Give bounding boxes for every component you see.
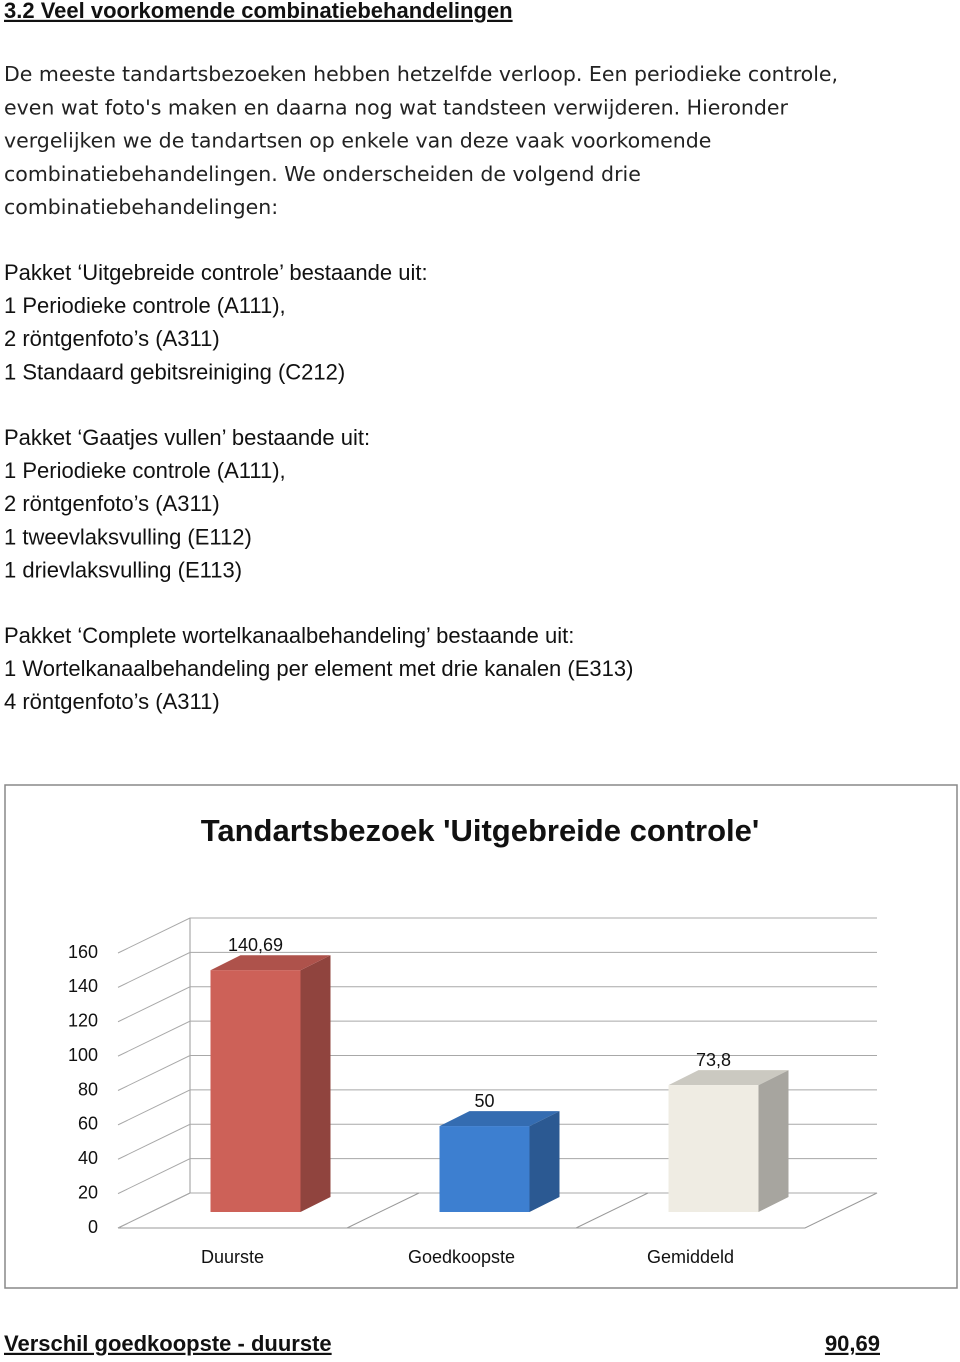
package-item: 1 Wortelkanaalbehandeling per element me… (4, 656, 633, 681)
chart-frame (4, 784, 958, 1289)
value-label: 50 (474, 1091, 494, 1111)
value-label: 140,69 (228, 935, 283, 955)
bar-top (439, 1111, 560, 1127)
intro-line: combinatiebehandelingen: (4, 195, 278, 219)
value-label: 73,8 (696, 1050, 731, 1070)
grid-line (117, 1123, 877, 1160)
y-tick-label: 60 (78, 1114, 98, 1134)
y-tick-label: 40 (78, 1148, 98, 1168)
package-item: 1 Periodieke controle (A111), (4, 458, 286, 483)
grid-line (117, 1089, 877, 1126)
bar-top (668, 1070, 789, 1086)
grid-line (117, 986, 877, 1023)
y-tick-label: 120 (68, 1011, 98, 1031)
y-tick-label: 20 (78, 1182, 98, 1202)
x-tick-label: Gemiddeld (647, 1247, 734, 1267)
intro-line: combinatiebehandelingen. We onderscheide… (4, 162, 641, 186)
grid-line (117, 1158, 877, 1195)
x-tick-label: Goedkoopste (408, 1247, 515, 1267)
package-item: 4 röntgenfoto’s (A311) (4, 689, 220, 714)
heading: 3.2 Veel voorkomende combinatiebehandeli… (4, 0, 513, 23)
package-item: 1 Standaard gebitsreiniging (C212) (4, 359, 345, 384)
package-title: Pakket ‘Complete wortelkanaalbehandeling… (4, 623, 574, 648)
bar-side (300, 955, 331, 1212)
bar-top (210, 955, 331, 971)
floor-divider (575, 1192, 649, 1229)
bar-side (758, 1070, 789, 1212)
grid-line (117, 917, 877, 954)
grid-line (117, 1020, 877, 1057)
package-title: Pakket ‘Gaatjes vullen’ bestaande uit: (4, 425, 370, 450)
footer-label: Verschil goedkoopste - duurste (4, 1331, 332, 1356)
package-item: 2 röntgenfoto’s (A311) (4, 491, 220, 516)
y-tick-label: 160 (68, 942, 98, 962)
bar (439, 1126, 530, 1212)
y-tick-label: 140 (68, 976, 98, 996)
bar (210, 970, 301, 1212)
grid-line (117, 1055, 877, 1091)
chart-title: Tandartsbezoek 'Uitgebreide controle' (201, 813, 760, 848)
package-title: Pakket ‘Uitgebreide controle’ bestaande … (4, 260, 428, 285)
bar-side (529, 1111, 560, 1212)
intro-line: De meeste tandartsbezoeken hebben hetzel… (4, 62, 838, 86)
bar (668, 1085, 759, 1212)
intro-line: even wat foto's maken en daarna nog wat … (4, 95, 789, 119)
y-tick-label: 80 (78, 1079, 98, 1099)
package-item: 1 Periodieke controle (A111), (4, 293, 286, 318)
package-item: 1 tweevlaksvulling (E112) (4, 524, 252, 549)
floor-divider (346, 1192, 420, 1229)
package-item: 2 röntgenfoto’s (A311) (4, 326, 220, 351)
footer-value: 90,69 (825, 1331, 880, 1356)
grid-line (117, 951, 877, 988)
package-item: 1 drievlaksvulling (E113) (4, 558, 242, 583)
x-tick-label: Duurste (201, 1247, 264, 1267)
y-tick-label: 0 (88, 1217, 98, 1237)
y-tick-label: 100 (68, 1045, 98, 1065)
intro-line: vergelijken we de tandartsen op enkele v… (4, 129, 711, 153)
